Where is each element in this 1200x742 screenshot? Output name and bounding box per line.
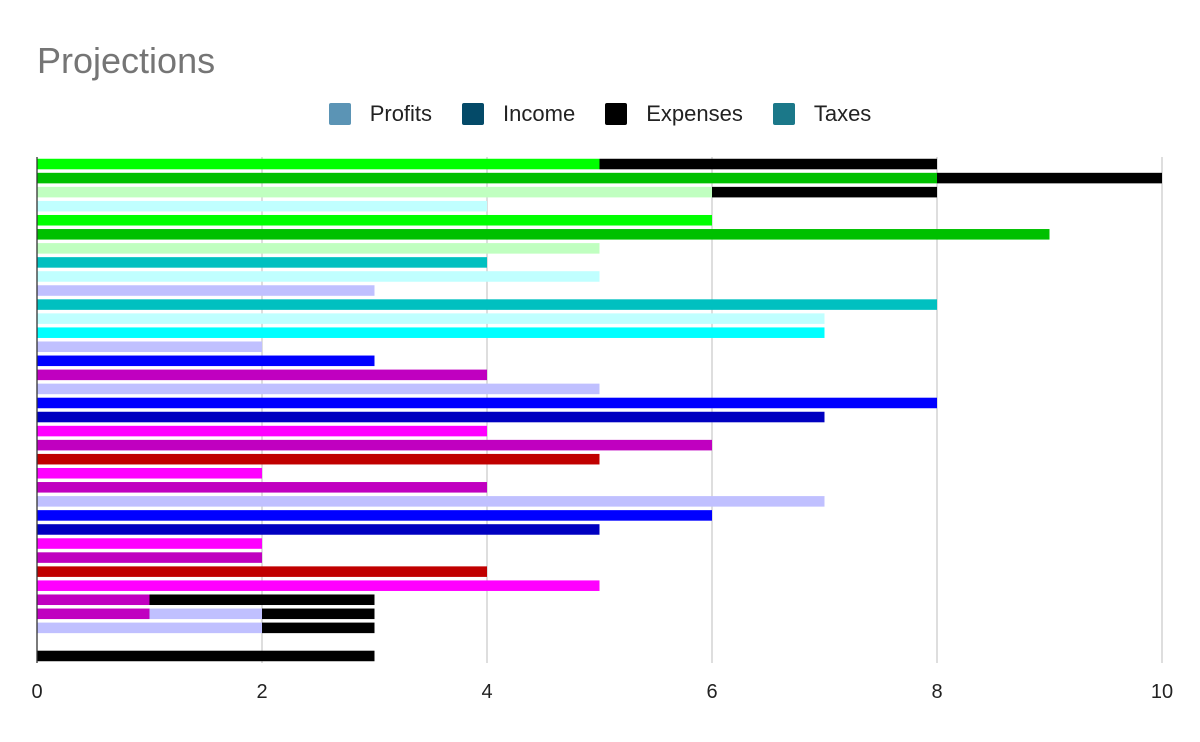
bar-segment <box>37 524 600 535</box>
bar-segment <box>37 257 487 268</box>
chart-legend: Profits Income Expenses Taxes <box>0 99 1200 129</box>
bar-segment <box>37 243 600 254</box>
bar-segment <box>37 566 487 577</box>
legend-swatch <box>328 103 351 125</box>
bar-segment <box>149 594 375 606</box>
bar-segment <box>37 158 600 170</box>
x-tick-label: 10 <box>1151 681 1173 703</box>
bar-segment <box>262 622 375 634</box>
legend-item-income[interactable]: Income <box>462 99 575 129</box>
x-tick-label: 6 <box>706 681 717 703</box>
legend-swatch <box>462 103 485 125</box>
bar-segment <box>37 608 150 620</box>
bar-segment <box>37 510 712 521</box>
legend-label: Profits <box>369 101 433 126</box>
x-tick-label: 0 <box>31 681 42 703</box>
bar-segment <box>37 369 487 381</box>
bar-segment <box>37 313 825 324</box>
chart-title: Projections <box>37 40 216 81</box>
bar-segment <box>937 172 1162 184</box>
bar-segment <box>37 200 487 212</box>
legend-label: Taxes <box>813 101 872 126</box>
bar-segment <box>37 594 150 606</box>
bar-segment <box>37 271 600 282</box>
legend-item-taxes[interactable]: Taxes <box>772 99 872 129</box>
legend-label: Expenses <box>646 101 743 126</box>
bar-segment <box>37 482 487 493</box>
legend-item-profits[interactable]: Profits <box>328 99 433 129</box>
bar-segment <box>37 214 712 226</box>
bar-segment <box>37 327 825 338</box>
x-tick-label: 4 <box>481 681 492 703</box>
legend-label: Income <box>503 101 576 126</box>
bar-segment <box>37 383 600 395</box>
bar-segment <box>37 411 825 423</box>
bar-segment <box>37 229 1050 240</box>
bar-segment <box>37 341 262 353</box>
bar-segment <box>37 172 937 184</box>
legend-swatch <box>772 103 795 125</box>
legend-item-expenses[interactable]: Expenses <box>605 99 743 129</box>
bar-segment <box>37 186 712 198</box>
bar-segment <box>37 650 375 662</box>
bar-segment <box>37 580 600 591</box>
bar-segment <box>37 453 600 465</box>
x-tick-label: 8 <box>931 681 942 703</box>
bar-segment <box>37 425 487 437</box>
x-tick-label: 2 <box>256 681 267 703</box>
bar-segment <box>37 552 262 563</box>
bar-segment <box>37 467 262 479</box>
bar-segment <box>712 186 937 198</box>
bar-segment <box>37 496 825 507</box>
bar-segment <box>37 397 937 409</box>
bar-segment <box>37 285 375 296</box>
bar-segment <box>37 538 262 549</box>
bar-segment <box>262 608 375 620</box>
bar-segment <box>599 158 937 170</box>
bar-segment <box>149 608 262 620</box>
bar-segment <box>37 439 712 451</box>
bar-segment <box>37 622 262 634</box>
legend-swatch <box>605 103 628 125</box>
bar-segment <box>37 299 937 310</box>
bar-segment <box>37 355 375 367</box>
